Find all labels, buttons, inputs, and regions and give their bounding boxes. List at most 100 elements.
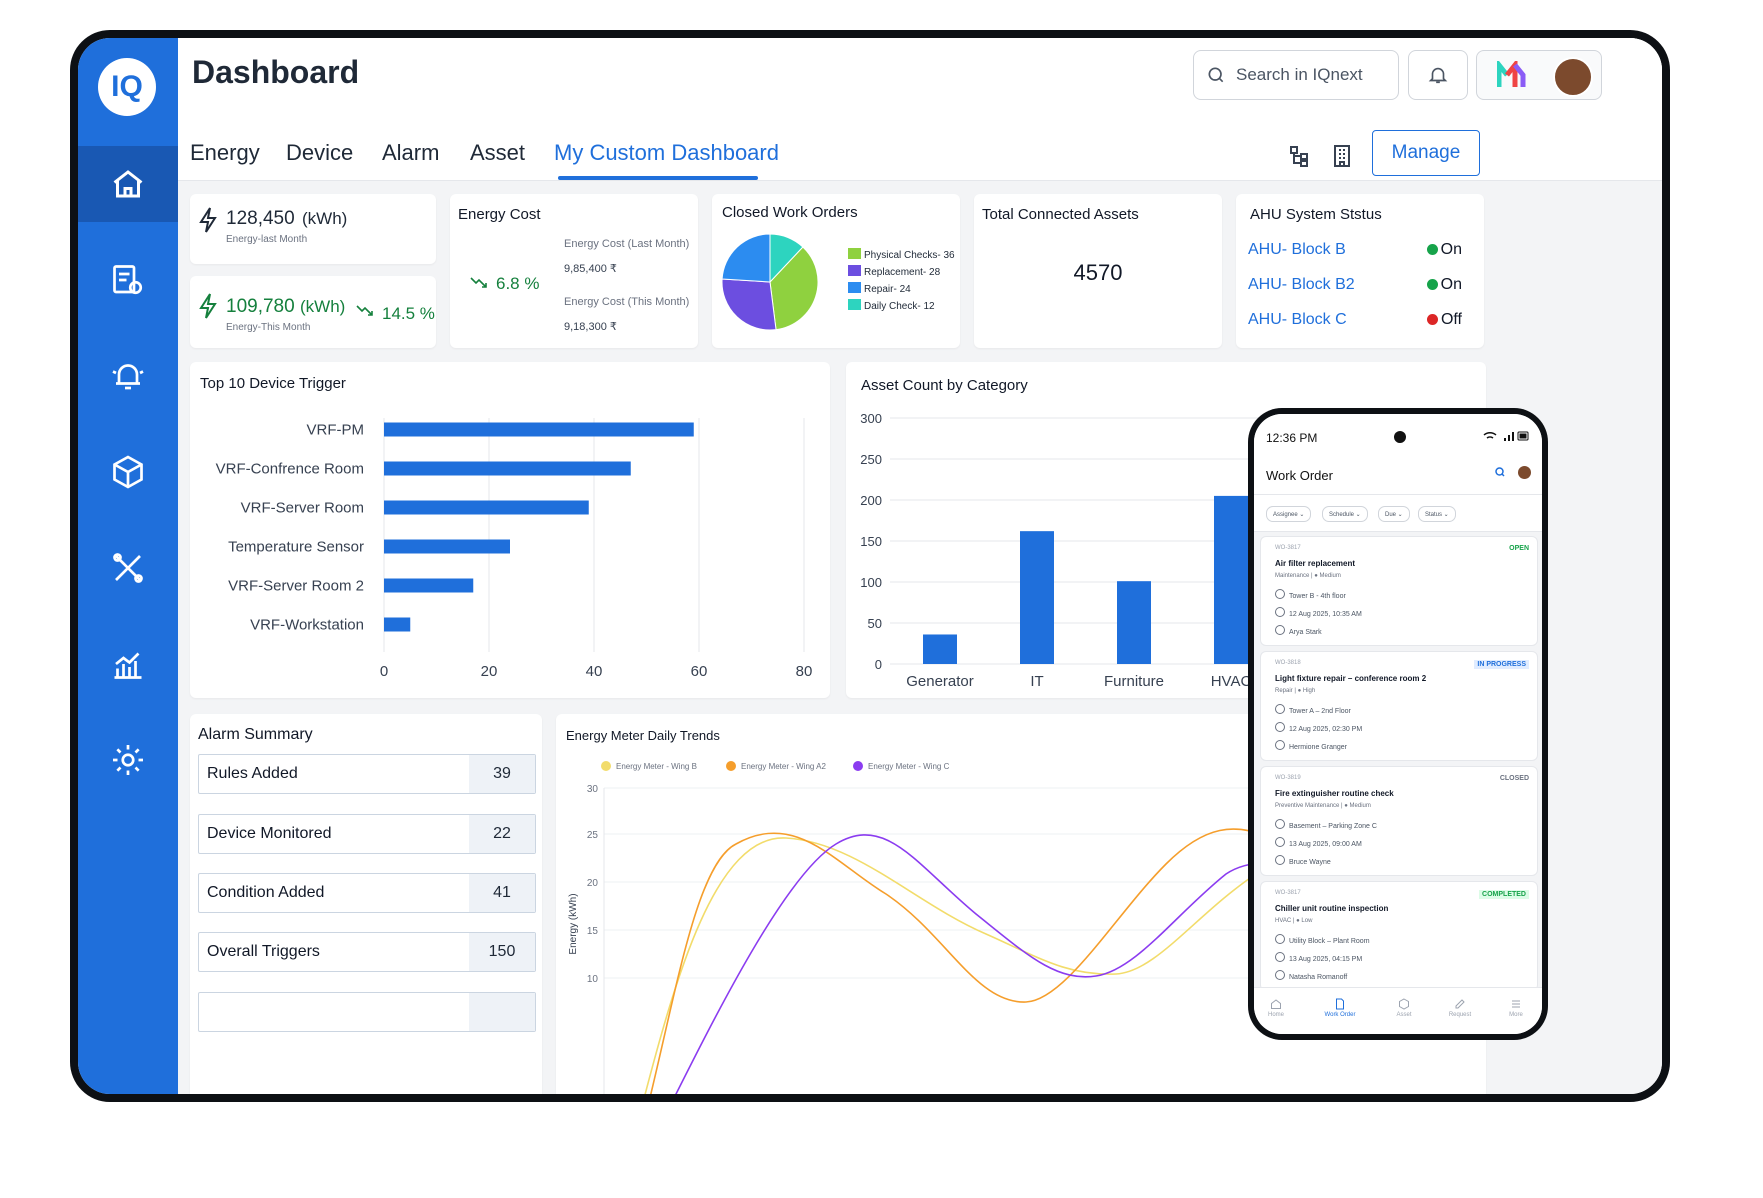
alarm-row-value: 39 bbox=[469, 755, 535, 793]
document-icon bbox=[1336, 998, 1344, 1010]
pie-slice[interactable] bbox=[769, 233, 804, 284]
work-order-time: 12 Aug 2025, 10:35 AM bbox=[1275, 607, 1362, 618]
search-icon[interactable] bbox=[1494, 466, 1506, 478]
manage-button[interactable]: Manage bbox=[1372, 130, 1480, 176]
user-menu[interactable] bbox=[1476, 50, 1602, 100]
sidebar-item-home[interactable] bbox=[78, 146, 178, 222]
alarm-row[interactable]: Overall Triggers 150 bbox=[198, 932, 536, 972]
sidebar-item-workorders[interactable] bbox=[78, 242, 178, 318]
tab-my-custom-dashboard[interactable]: My Custom Dashboard bbox=[554, 140, 779, 165]
asset-count-chart: Asset Count by Category 0 50 100 150 200 250 30… bbox=[860, 377, 1478, 690]
ahu-row-name[interactable]: AHU- Block B bbox=[1248, 241, 1346, 258]
work-order-card[interactable]: WO-3818 IN PROGRESS Light fixture repair… bbox=[1260, 651, 1538, 761]
work-order-person: Natasha Romanoff bbox=[1275, 970, 1347, 981]
work-order-card[interactable]: WO-3817 COMPLETED Chiller unit routine i… bbox=[1260, 881, 1538, 991]
tab-energy[interactable]: Energy bbox=[190, 140, 260, 165]
alarm-row[interactable]: Rules Added 39 bbox=[198, 754, 536, 794]
energy-cost-last-value: 9,85,400 ₹ bbox=[564, 263, 617, 275]
legend-label: Energy Meter - Wing B bbox=[616, 762, 697, 771]
alarm-row-value: 41 bbox=[469, 874, 535, 912]
y-tick-label: 20 bbox=[587, 878, 599, 889]
sidebar-item-settings[interactable] bbox=[78, 722, 178, 798]
active-tab-indicator bbox=[558, 176, 758, 180]
work-order-status: IN PROGRESS bbox=[1474, 660, 1529, 669]
nav-more[interactable]: More bbox=[1509, 1012, 1523, 1018]
person-icon bbox=[1275, 740, 1285, 750]
person-text: Arya Stark bbox=[1289, 629, 1322, 636]
line-series[interactable] bbox=[666, 834, 1347, 1094]
phone-bottom-nav: Home Work Order Asset Request More bbox=[1254, 987, 1542, 1034]
work-order-card[interactable]: WO-3819 CLOSED Fire extinguisher routine… bbox=[1260, 766, 1538, 876]
y-category-label: VRF-Workstation bbox=[250, 617, 364, 634]
avatar[interactable] bbox=[1553, 57, 1593, 97]
work-order-time: 13 Aug 2025, 04:15 PM bbox=[1275, 952, 1362, 963]
sidebar-item-alarm[interactable] bbox=[78, 338, 178, 414]
filter-due[interactable]: Due ⌄ bbox=[1378, 506, 1410, 522]
notification-button[interactable] bbox=[1408, 50, 1468, 100]
building-icon[interactable] bbox=[1330, 144, 1354, 168]
work-order-tag: Preventive Maintenance | ● Medium bbox=[1275, 803, 1371, 809]
bar[interactable] bbox=[1020, 531, 1054, 664]
filter-assignee[interactable]: Assignee ⌄ bbox=[1266, 506, 1312, 522]
clock-icon bbox=[1275, 837, 1285, 847]
bar[interactable] bbox=[384, 617, 411, 632]
energy-cost-title: Energy Cost bbox=[458, 206, 541, 223]
hierarchy-icon[interactable] bbox=[1288, 144, 1312, 168]
box-icon bbox=[113, 455, 143, 489]
alarm-row[interactable] bbox=[198, 992, 536, 1032]
alarm-row[interactable]: Device Monitored 22 bbox=[198, 814, 536, 854]
ahu-row-name[interactable]: AHU- Block C bbox=[1248, 311, 1347, 328]
energy-last-month-card: 128,450 (kWh) Energy-last Month bbox=[190, 194, 436, 264]
alarm-row[interactable]: Condition Added 41 bbox=[198, 873, 536, 913]
avatar[interactable] bbox=[1518, 466, 1531, 479]
person-text: Natasha Romanoff bbox=[1289, 974, 1348, 981]
bar[interactable] bbox=[384, 422, 694, 437]
nav-home[interactable]: Home bbox=[1267, 1012, 1284, 1018]
location-text: Basement – Parking Zone C bbox=[1289, 823, 1377, 830]
sidebar: IQ bbox=[78, 38, 178, 1094]
nav-work-order[interactable]: Work Order bbox=[1324, 1012, 1356, 1018]
work-order-title: Chiller unit routine inspection bbox=[1275, 904, 1389, 913]
pie-slice[interactable] bbox=[721, 278, 777, 331]
tab-device[interactable]: Device bbox=[286, 140, 354, 165]
total-assets-card: Total Connected Assets 4570 bbox=[974, 194, 1222, 348]
sidebar-item-asset[interactable] bbox=[78, 434, 178, 510]
bar[interactable] bbox=[384, 461, 631, 476]
status-dot bbox=[1426, 244, 1438, 255]
ahu-row-name[interactable]: AHU- Block B2 bbox=[1248, 276, 1355, 293]
bar[interactable] bbox=[384, 578, 474, 593]
bar[interactable] bbox=[384, 539, 510, 554]
bar[interactable] bbox=[384, 500, 589, 515]
tab-alarm[interactable]: Alarm bbox=[382, 140, 440, 165]
filter-status[interactable]: Status ⌄ bbox=[1418, 506, 1456, 522]
bar[interactable] bbox=[1117, 581, 1151, 664]
ahu-status-text: On bbox=[1440, 241, 1462, 258]
alarm-summary-card: Alarm Summary Rules Added 39 Device Moni… bbox=[190, 714, 542, 1094]
alarm-row-value: 150 bbox=[469, 933, 535, 971]
tab-asset[interactable]: Asset bbox=[470, 140, 526, 165]
sidebar-item-reports[interactable] bbox=[78, 626, 178, 702]
pie-slice[interactable] bbox=[769, 246, 819, 331]
time-text: 13 Aug 2025, 09:00 AM bbox=[1289, 841, 1362, 848]
line-series[interactable] bbox=[646, 828, 1347, 1094]
nav-request[interactable]: Request bbox=[1448, 1012, 1472, 1018]
energy-cost-this-value: 9,18,300 ₹ bbox=[564, 321, 617, 333]
work-order-person: Hermione Granger bbox=[1275, 740, 1347, 751]
tools-icon bbox=[113, 553, 143, 583]
filter-schedule[interactable]: Schedule ⌄ bbox=[1322, 506, 1368, 522]
sidebar-item-tools[interactable] bbox=[78, 530, 178, 606]
search-box[interactable]: Search in IQnext bbox=[1193, 50, 1399, 100]
app-logo[interactable]: IQ bbox=[98, 58, 156, 116]
alarm-row-label: Overall Triggers bbox=[207, 943, 320, 960]
work-order-status: OPEN bbox=[1509, 545, 1529, 552]
clock-icon bbox=[1275, 952, 1285, 962]
work-order-tag: Repair | ● High bbox=[1275, 688, 1316, 694]
bar[interactable] bbox=[1214, 495, 1248, 664]
nav-asset[interactable]: Asset bbox=[1396, 1012, 1412, 1018]
chart-title: Asset Count by Category bbox=[861, 377, 1028, 394]
work-order-card[interactable]: WO-3817 OPEN Air filter replacement Main… bbox=[1260, 536, 1538, 646]
alarm-row-value: 22 bbox=[469, 815, 535, 853]
bar[interactable] bbox=[923, 634, 957, 664]
pie-slice[interactable] bbox=[721, 233, 771, 283]
location-icon bbox=[1275, 934, 1285, 944]
